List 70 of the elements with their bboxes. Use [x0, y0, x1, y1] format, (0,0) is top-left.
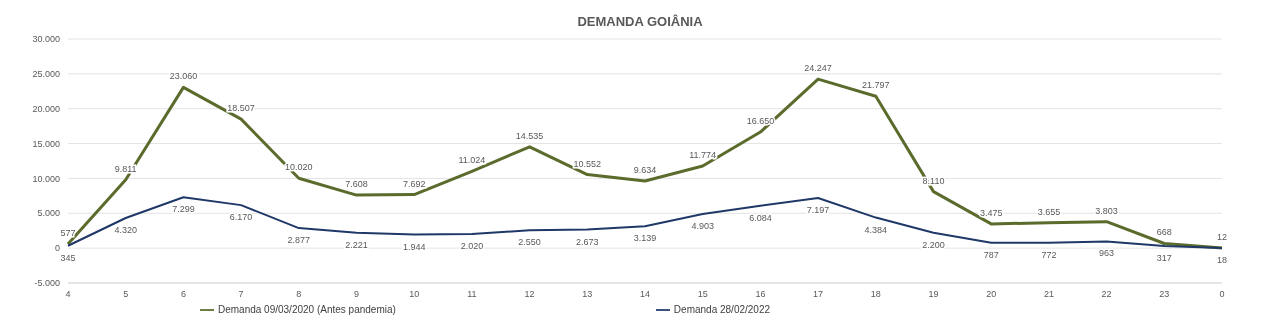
data-label: 7.692 [402, 178, 426, 189]
data-label: 10.552 [573, 158, 602, 169]
y-tick-label: 0 [54, 243, 60, 254]
x-tick-label: 11 [467, 289, 477, 300]
x-tick-label: 14 [639, 289, 651, 300]
legend-label: Demanda 09/03/2020 (Antes pandemia) [217, 303, 396, 315]
x-tick-label: 7 [238, 289, 244, 300]
y-tick-label: 5.000 [37, 208, 60, 219]
x-tick-label: 21 [1043, 289, 1054, 300]
data-label: 4.320 [114, 225, 137, 236]
x-tick-label: 22 [1101, 289, 1112, 300]
data-label: 23.060 [169, 71, 198, 82]
data-label: 3.475 [979, 207, 1003, 218]
data-label: 772 [1041, 249, 1057, 260]
data-label: 11.774 [689, 150, 717, 161]
data-label: 7.608 [345, 179, 368, 190]
data-label: 6.084 [749, 212, 772, 223]
chart-title: DEMANDA GOIÂNIA [576, 13, 704, 29]
x-tick-label: 20 [986, 289, 997, 300]
x-tick-label: 10 [409, 289, 420, 300]
data-label: 577 [60, 228, 76, 239]
data-label: 345 [60, 252, 76, 263]
data-label: 11.024 [458, 155, 486, 166]
data-label: 317 [1156, 252, 1172, 263]
x-tick-label: 5 [123, 289, 129, 300]
y-tick-label: 15.000 [32, 138, 60, 149]
y-tick-label: 25.000 [32, 69, 60, 80]
data-label: 12 [1216, 232, 1228, 243]
data-label: 9.634 [633, 164, 657, 175]
data-label: 3.803 [1095, 205, 1118, 216]
data-label: 1.944 [402, 241, 426, 252]
data-label: 668 [1156, 227, 1172, 238]
data-label: 2.221 [345, 239, 368, 250]
x-tick-label: 19 [928, 289, 939, 300]
data-label: 24.247 [804, 63, 832, 74]
data-label: 2.673 [576, 236, 599, 247]
data-label: 4.903 [691, 220, 714, 231]
legend-label: Demanda 28/02/2022 [673, 303, 771, 315]
data-label: 7.197 [806, 204, 830, 215]
y-tick-label: 10.000 [32, 173, 60, 184]
x-tick-label: 23 [1159, 289, 1170, 300]
x-tick-label: 4 [65, 289, 71, 300]
y-tick-label: 30.000 [32, 34, 60, 45]
data-label: 3.655 [1037, 206, 1061, 217]
x-tick-label: 18 [870, 289, 881, 300]
data-label: 4.384 [864, 224, 888, 235]
x-tick-label: 0 [1219, 289, 1225, 300]
data-label: 2.877 [287, 235, 311, 246]
data-label: 18 [1216, 255, 1228, 266]
data-label: 6.170 [229, 212, 253, 223]
x-tick-label: 6 [180, 289, 186, 300]
x-tick-label: 15 [697, 289, 708, 300]
x-tick-label: 17 [813, 289, 824, 300]
data-label: 7.299 [172, 204, 195, 215]
data-label: 963 [1099, 248, 1115, 259]
x-tick-label: 12 [524, 289, 535, 300]
data-label: 14.535 [515, 130, 544, 141]
data-label: 21.797 [862, 80, 890, 91]
x-tick-label: 9 [353, 289, 360, 300]
y-tick-label: 20.000 [32, 103, 60, 114]
data-label: 2.200 [922, 239, 945, 250]
data-label: 2.020 [460, 241, 484, 252]
y-tick-label: -5.000 [34, 278, 60, 289]
x-tick-label: 8 [296, 289, 302, 300]
data-label: 3.139 [633, 233, 657, 244]
x-tick-label: 16 [755, 289, 766, 300]
data-label: 18.507 [227, 103, 255, 114]
data-label: 787 [983, 249, 999, 260]
data-label: 2.550 [518, 237, 541, 248]
x-tick-label: 13 [582, 289, 593, 300]
